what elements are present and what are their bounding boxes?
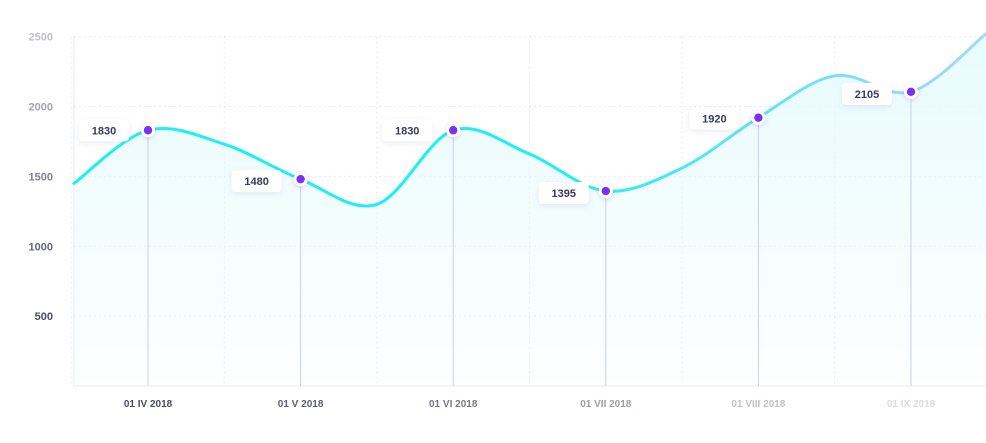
data-label-box: [689, 107, 740, 130]
y-axis-ticks: 500 1000 1500 2000 2500: [29, 32, 53, 324]
series-line: [72, 32, 986, 208]
data-label: 1830: [395, 125, 419, 137]
data-point: [906, 87, 916, 97]
data-points: [141, 84, 918, 199]
data-label-box: [538, 182, 589, 205]
x-tick-label: 01 VI 2018: [429, 399, 478, 410]
data-point: [449, 126, 458, 135]
data-point: [296, 174, 305, 184]
y-tick-label: 500: [35, 311, 53, 323]
data-label: 1395: [552, 188, 576, 200]
x-tick-label: 01 V 2018: [278, 399, 324, 410]
drop-lines: [147, 91, 912, 386]
data-labels: 1830 1480 1830 1395 1920 2105: [79, 82, 892, 205]
data-label: 1920: [702, 114, 726, 126]
data-label: 1830: [92, 125, 116, 137]
x-tick-label: 01 IV 2018: [124, 399, 173, 410]
data-point: [601, 186, 610, 196]
y-tick-label: 2500: [29, 32, 53, 44]
x-axis-ticks: 01 IV 2018 01 V 2018 01 VI 2018 01 VII 2018…: [124, 399, 936, 410]
data-point: [754, 113, 763, 122]
y-tick-label: 2000: [29, 102, 53, 114]
data-label-box: [382, 119, 433, 142]
x-tick-label: 01 IX 2018: [887, 399, 936, 410]
data-label-box: [231, 170, 282, 193]
data-point: [143, 126, 153, 135]
data-label-box: [842, 82, 892, 105]
x-tick-label: 01 VII 2018: [580, 399, 632, 410]
series-line-path: [72, 32, 986, 208]
data-label: 2105: [855, 89, 879, 101]
y-tick-label: 1500: [29, 171, 53, 183]
data-label-box: [79, 119, 129, 142]
x-tick-label: 01 VIII 2018: [731, 399, 785, 410]
data-label: 1480: [244, 176, 268, 188]
y-tick-label: 1000: [29, 241, 53, 253]
